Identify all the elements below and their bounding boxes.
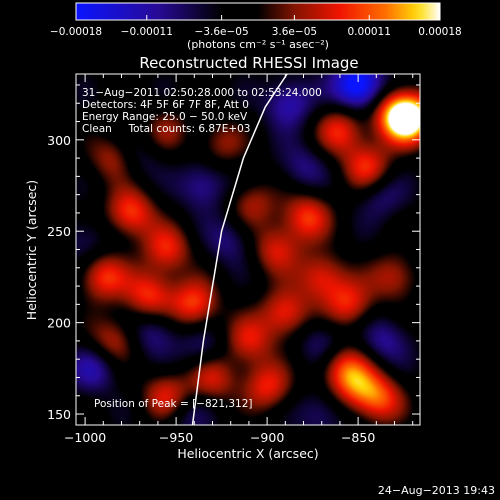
y-axis: 150 200 250 300: [47, 84, 420, 422]
colorbar-gradient: [76, 3, 440, 20]
annotation-detectors: Detectors: 4F 5F 6F 7F 8F, Att 0: [82, 99, 249, 111]
annotation-time: 31−Aug−2011 02:50:28.000 to 02:53:24.000: [82, 87, 322, 99]
colorbar-tick-label: 3.6e−05: [272, 26, 317, 38]
x-tick-label: −950: [159, 430, 193, 445]
colorbar-tick-label: −0.00018: [50, 26, 102, 38]
annotation-block: 31−Aug−2011 02:50:28.000 to 02:53:24.000…: [82, 87, 322, 135]
colorbar: −0.00018 −0.00011 −3.6e−05 3.6e−05 0.00011 0.…: [50, 2, 462, 51]
x-tick-label: −1000: [64, 430, 106, 445]
peak-position-label: Position of Peak = [−821,312]: [94, 398, 253, 410]
colorbar-frame: [75, 2, 441, 21]
x-axis: −1000 −950 −900 −850: [64, 74, 414, 445]
colorbar-tick-label: −3.6e−05: [195, 26, 249, 38]
x-axis-label: Heliocentric X (arcsec): [177, 446, 318, 461]
annotation-counts: Clean Total counts: 6.87E+03: [82, 123, 251, 135]
colorbar-ticks: −0.00018 −0.00011 −3.6e−05 3.6e−05 0.00011 0.…: [50, 15, 462, 38]
y-tick-label: 300: [47, 133, 71, 148]
footer-timestamp: 24−Aug−2013 19:43: [378, 484, 495, 497]
colorbar-tick-label: 0.00011: [348, 26, 391, 38]
plot-area: 31−Aug−2011 02:50:28.000 to 02:53:24.000…: [47, 73, 421, 445]
colorbar-units: (photons cm⁻² s⁻¹ asec⁻²): [187, 38, 329, 51]
y-tick-label: 200: [47, 316, 71, 331]
chart-title: Reconstructed RHESSI Image: [139, 54, 358, 72]
solar-limb-curve: [191, 74, 288, 425]
annotation-energy: Energy Range: 25.0 − 50.0 keV: [82, 111, 248, 123]
y-axis-label: Heliocentric Y (arcsec): [24, 180, 39, 320]
x-tick-label: −850: [341, 430, 375, 445]
y-tick-label: 250: [47, 224, 71, 239]
heatmap-image: [76, 74, 420, 425]
colorbar-tick-label: 0.00018: [418, 26, 461, 38]
y-tick-label: 150: [47, 407, 71, 422]
x-tick-label: −900: [250, 430, 284, 445]
colorbar-tick-label: −0.00011: [121, 26, 173, 38]
